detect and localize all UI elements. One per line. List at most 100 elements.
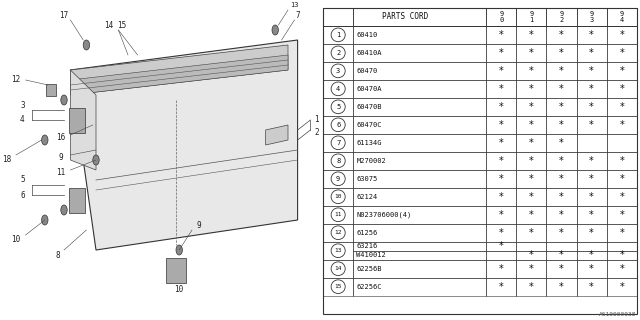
Bar bbox=[577, 116, 607, 134]
Text: 62256C: 62256C bbox=[356, 284, 382, 290]
Text: 12: 12 bbox=[12, 76, 20, 84]
Text: *: * bbox=[620, 210, 624, 220]
Bar bbox=[323, 188, 353, 206]
Text: *: * bbox=[589, 156, 594, 166]
Text: *: * bbox=[559, 84, 564, 94]
Text: 9
4: 9 4 bbox=[620, 11, 624, 23]
Bar bbox=[547, 170, 577, 188]
Bar bbox=[547, 242, 577, 251]
Text: *: * bbox=[589, 120, 594, 130]
Text: 9
2: 9 2 bbox=[559, 11, 564, 23]
Bar bbox=[607, 26, 637, 44]
Text: 62124: 62124 bbox=[356, 194, 378, 200]
Bar bbox=[486, 206, 516, 224]
Text: 13: 13 bbox=[290, 2, 299, 8]
Bar bbox=[516, 44, 547, 62]
Bar bbox=[353, 26, 486, 44]
Text: 9
0: 9 0 bbox=[499, 11, 504, 23]
Text: 1: 1 bbox=[314, 116, 319, 124]
Bar bbox=[547, 278, 577, 296]
Text: 7: 7 bbox=[295, 11, 300, 20]
Circle shape bbox=[61, 205, 67, 215]
Text: 14: 14 bbox=[335, 266, 342, 271]
Bar bbox=[516, 278, 547, 296]
Text: *: * bbox=[499, 228, 504, 238]
Bar bbox=[323, 44, 353, 62]
Text: 61134G: 61134G bbox=[356, 140, 382, 146]
Text: 2: 2 bbox=[336, 50, 340, 56]
Text: *: * bbox=[620, 120, 624, 130]
Text: 62256B: 62256B bbox=[356, 266, 382, 272]
Bar bbox=[577, 26, 607, 44]
Bar bbox=[516, 26, 547, 44]
Circle shape bbox=[83, 40, 90, 50]
Bar bbox=[577, 278, 607, 296]
Text: 4: 4 bbox=[336, 86, 340, 92]
Bar bbox=[577, 206, 607, 224]
Text: *: * bbox=[559, 192, 564, 202]
Text: *: * bbox=[499, 102, 504, 112]
Text: 15: 15 bbox=[117, 20, 126, 29]
Text: *: * bbox=[499, 156, 504, 166]
Text: 13: 13 bbox=[335, 248, 342, 253]
Bar bbox=[607, 134, 637, 152]
Bar bbox=[323, 260, 353, 278]
Text: *: * bbox=[559, 30, 564, 40]
Text: *: * bbox=[559, 120, 564, 130]
Text: *: * bbox=[620, 282, 624, 292]
Text: *: * bbox=[499, 174, 504, 184]
Bar bbox=[353, 170, 486, 188]
Bar bbox=[577, 80, 607, 98]
Bar bbox=[486, 62, 516, 80]
Bar bbox=[353, 260, 486, 278]
Text: *: * bbox=[559, 228, 564, 238]
Bar bbox=[516, 251, 547, 260]
Text: 18: 18 bbox=[2, 156, 11, 164]
Text: 10: 10 bbox=[12, 236, 20, 244]
Bar bbox=[577, 224, 607, 242]
Bar bbox=[577, 134, 607, 152]
Bar bbox=[353, 242, 486, 251]
Bar bbox=[323, 98, 353, 116]
Bar bbox=[486, 98, 516, 116]
Polygon shape bbox=[266, 125, 288, 145]
Bar bbox=[353, 251, 486, 260]
Bar bbox=[607, 242, 637, 251]
Text: PARTS CORD: PARTS CORD bbox=[381, 12, 428, 21]
Text: *: * bbox=[589, 192, 594, 202]
Text: *: * bbox=[499, 30, 504, 40]
Bar bbox=[486, 278, 516, 296]
Bar bbox=[547, 8, 577, 26]
Bar bbox=[353, 8, 486, 26]
Text: *: * bbox=[620, 228, 624, 238]
Text: *: * bbox=[589, 282, 594, 292]
Text: *: * bbox=[620, 174, 624, 184]
Bar bbox=[607, 278, 637, 296]
Text: *: * bbox=[499, 192, 504, 202]
Text: 4: 4 bbox=[20, 116, 25, 124]
Bar bbox=[607, 116, 637, 134]
Text: *: * bbox=[559, 138, 564, 148]
Bar bbox=[516, 170, 547, 188]
Circle shape bbox=[42, 135, 48, 145]
Circle shape bbox=[93, 155, 99, 165]
Bar bbox=[323, 152, 353, 170]
Polygon shape bbox=[70, 70, 96, 170]
Text: *: * bbox=[620, 48, 624, 58]
Bar bbox=[353, 224, 486, 242]
Bar bbox=[607, 98, 637, 116]
Bar bbox=[323, 170, 353, 188]
Bar bbox=[547, 80, 577, 98]
Bar bbox=[323, 278, 353, 296]
Bar bbox=[323, 206, 353, 224]
Text: *: * bbox=[589, 250, 594, 260]
Text: *: * bbox=[499, 210, 504, 220]
Text: *: * bbox=[559, 174, 564, 184]
Bar bbox=[47, 84, 56, 96]
Text: *: * bbox=[620, 250, 624, 260]
Bar bbox=[547, 116, 577, 134]
Text: *: * bbox=[529, 138, 534, 148]
Text: *: * bbox=[620, 264, 624, 274]
Bar bbox=[607, 224, 637, 242]
Text: *: * bbox=[589, 264, 594, 274]
